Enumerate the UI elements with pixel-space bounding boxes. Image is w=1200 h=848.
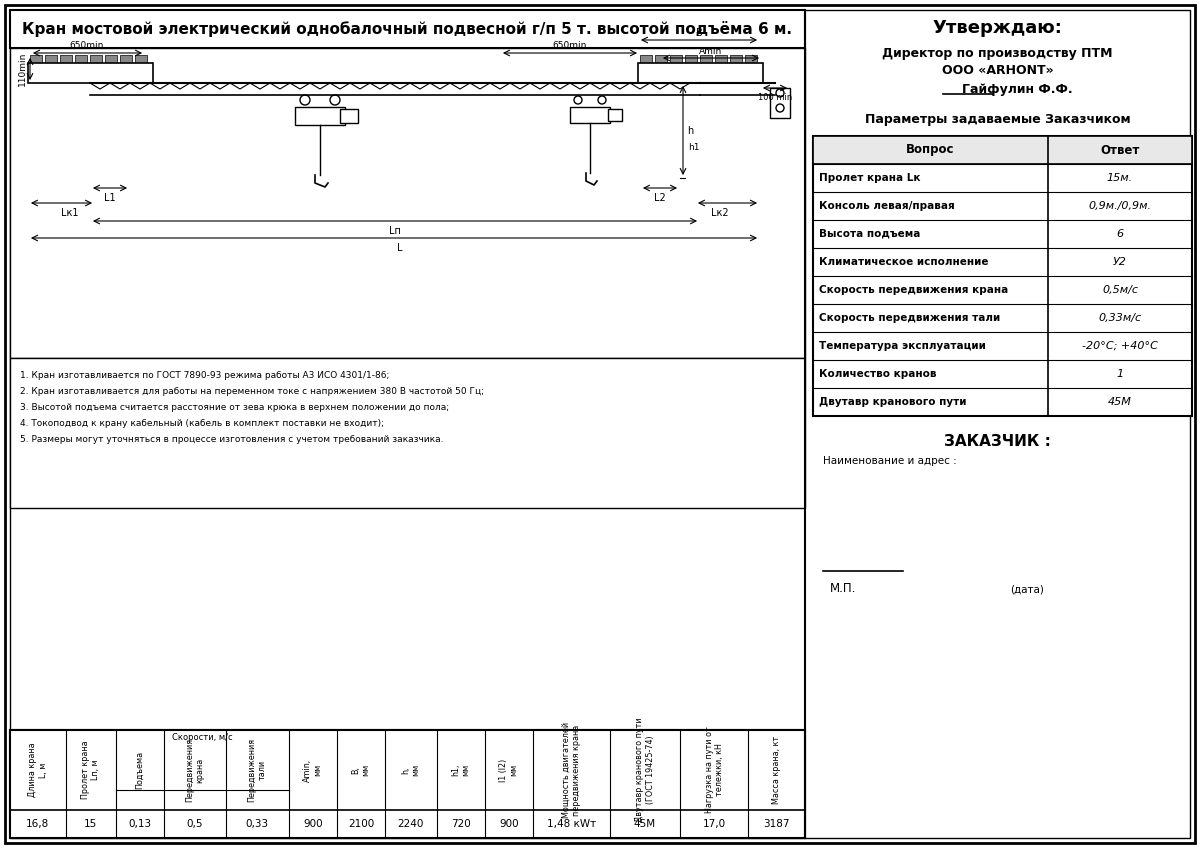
Text: h1,
мм: h1, мм [451,764,470,776]
Text: Мощность двигателей
передвижения крана: Мощность двигателей передвижения крана [562,722,581,818]
Text: Наименование и адрес :: Наименование и адрес : [823,456,956,466]
Bar [46,55,58,63]
Text: Температура эксплуатации: Температура эксплуатации [818,341,986,351]
Text: L1: L1 [104,193,116,203]
Text: 17,0: 17,0 [703,819,726,829]
Text: 16,8: 16,8 [26,819,49,829]
Text: 0,33м/с: 0,33м/с [1098,313,1141,323]
Text: Климатическое исполнение: Климатическое исполнение [818,257,989,267]
Text: 3. Высотой подъема считается расстояние от зева крюка в верхнем положении до пол: 3. Высотой подъема считается расстояние … [20,404,449,412]
Bar [28,63,154,83]
Bar [814,136,1192,416]
Text: Lп: Lп [389,226,401,236]
Bar [106,55,118,63]
Text: Параметры задаваемые Заказчиком: Параметры задаваемые Заказчиком [865,114,1130,126]
Text: У2: У2 [1114,257,1127,267]
Bar [120,55,132,63]
Text: 1,48 кWт: 1,48 кWт [547,819,596,829]
Text: 5. Размеры могут уточняться в процессе изготовления с учетом требований заказчик: 5. Размеры могут уточняться в процессе и… [20,436,444,444]
Bar [10,10,805,48]
Text: L2: L2 [654,193,666,203]
Bar [655,55,667,63]
Text: 110min: 110min [18,52,26,86]
Bar [10,730,805,838]
Bar [638,63,763,83]
Bar [60,55,72,63]
Text: 2. Кран изготавливается для работы на переменном токе с напряжением 380 В частот: 2. Кран изготавливается для работы на пе… [20,388,484,397]
Text: 0,33: 0,33 [246,819,269,829]
Text: 45М: 45М [634,819,656,829]
Text: Lк1: Lк1 [61,208,79,218]
Text: Гайфулин Ф.Ф.: Гайфулин Ф.Ф. [962,83,1073,97]
Text: 0,5: 0,5 [187,819,203,829]
Text: h,
мм: h, мм [401,764,420,776]
Bar [640,55,652,63]
Text: B,
мм: B, мм [352,764,371,776]
Bar [90,55,102,63]
Bar [30,55,42,63]
Text: 15: 15 [84,819,97,829]
Text: 650min: 650min [70,42,104,51]
Text: Масса крана, кт: Масса крана, кт [773,736,781,804]
Text: Двутавр кранового пути: Двутавр кранового пути [818,397,966,407]
Bar [745,55,757,63]
Text: Нагрузка на пути от
тележки, кН: Нагрузка на пути от тележки, кН [704,727,724,813]
Bar [570,107,610,123]
Text: 650min: 650min [553,42,587,51]
Bar [685,55,697,63]
Text: Amin: Amin [700,47,722,55]
Text: B: B [696,28,702,38]
Text: 100 min: 100 min [758,92,792,102]
Text: Двутавр кранового пути
(ГОСТ 19425-74): Двутавр кранового пути (ГОСТ 19425-74) [635,717,655,823]
Text: Amin,
мм: Amin, мм [302,758,323,782]
Text: Скорость передвижения крана: Скорость передвижения крана [818,285,1008,295]
Text: Вопрос: Вопрос [906,143,955,157]
Text: Кран мостовой электрический однобалочный подвесной г/п 5 т. высотой подъёма 6 м.: Кран мостовой электрический однобалочный… [23,21,792,37]
Text: Директор по производству ПТМ: Директор по производству ПТМ [882,47,1112,59]
Text: Скорость передвижения тали: Скорость передвижения тали [818,313,1001,323]
Text: h1: h1 [689,143,700,153]
Bar [10,358,805,508]
Text: (дата): (дата) [1010,584,1044,594]
Bar [134,55,148,63]
Text: ЗАКАЗЧИК :: ЗАКАЗЧИК : [944,433,1051,449]
Text: 1. Кран изготавливается по ГОСТ 7890-93 режима работы А3 ИСО 4301/1-86;: 1. Кран изготавливается по ГОСТ 7890-93 … [20,371,389,381]
Text: 4. Токоподвод к крану кабельный (кабель в комплект поставки не входит);: 4. Токоподвод к крану кабельный (кабель … [20,420,384,428]
Text: Ответ: Ответ [1100,143,1140,157]
Text: Количество кранов: Количество кранов [818,369,936,379]
Bar [10,730,805,838]
Text: 3187: 3187 [763,819,790,829]
Bar [340,109,358,123]
Text: Высота подъема: Высота подъема [818,229,920,239]
Text: 900: 900 [499,819,518,829]
Text: 2100: 2100 [348,819,374,829]
Bar [715,55,727,63]
Text: 720: 720 [451,819,470,829]
Bar [770,88,790,118]
Text: 0,5м/с: 0,5м/с [1102,285,1138,295]
Text: Передвижения
крана: Передвижения крана [185,738,205,802]
Text: 0,13: 0,13 [128,819,151,829]
Text: Передвижения
тали: Передвижения тали [247,738,268,802]
Text: 900: 900 [302,819,323,829]
Bar [295,107,346,125]
Bar [814,136,1192,164]
Text: Подъема: Подъема [136,751,144,789]
Bar [10,48,805,358]
Text: -20°C; +40°C: -20°C; +40°C [1082,341,1158,351]
Text: 45М: 45М [1108,397,1132,407]
Text: 1: 1 [1116,369,1123,379]
Text: 15м.: 15м. [1106,173,1133,183]
Text: l1 (l2)
мм: l1 (l2) мм [499,758,518,782]
Bar [670,55,682,63]
Bar [608,109,622,121]
Text: Длина крана
L, м: Длина крана L, м [28,743,48,797]
Text: h: h [686,126,694,136]
Text: Lк2: Lк2 [712,208,728,218]
Text: ООО «ARHONT»: ООО «ARHONT» [942,64,1054,76]
Text: 6: 6 [1116,229,1123,239]
Text: М.П.: М.П. [830,583,856,595]
Bar [730,55,742,63]
Text: Пролет крана
Lп, м: Пролет крана Lп, м [80,740,101,800]
Text: L: L [397,243,403,253]
